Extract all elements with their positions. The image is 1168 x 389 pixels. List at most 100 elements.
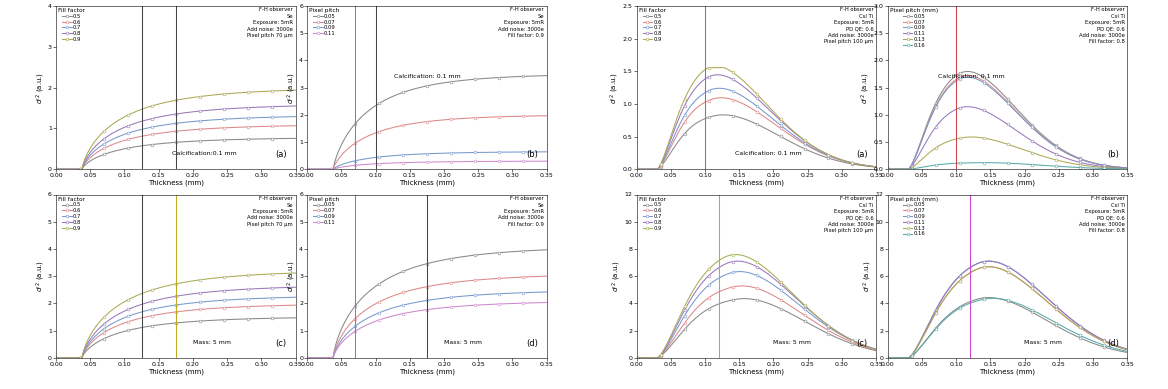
0.07 <box>1077 328 1091 333</box>
0.5 <box>288 315 303 320</box>
0.7 <box>179 120 193 124</box>
0.13 <box>982 265 996 269</box>
0.05 <box>1010 303 1024 307</box>
Text: Mass: 5 mm: Mass: 5 mm <box>444 340 482 345</box>
0.13 <box>996 140 1010 145</box>
0.09 <box>496 150 510 154</box>
Line: 0.5: 0.5 <box>55 316 297 359</box>
Line: 0.07: 0.07 <box>887 265 1128 359</box>
0.13 <box>1023 150 1037 154</box>
0.09 <box>496 291 510 296</box>
Line: 0.11: 0.11 <box>887 105 1128 171</box>
0.11 <box>1023 138 1037 142</box>
0.8 <box>288 285 303 289</box>
0.09 <box>1120 166 1134 170</box>
0.09 <box>300 167 314 172</box>
0.16 <box>1114 166 1128 171</box>
0.7 <box>179 301 193 306</box>
0.09 <box>1023 281 1037 286</box>
0.07 <box>416 285 430 290</box>
0.7 <box>192 300 206 305</box>
0.8 <box>731 259 745 263</box>
0.16 <box>1120 349 1134 354</box>
0.16 <box>1023 162 1037 167</box>
0.7 <box>869 165 883 169</box>
Text: Calcification: 0.1 mm: Calcification: 0.1 mm <box>938 74 1004 79</box>
0.9 <box>245 273 259 277</box>
0.9 <box>772 279 786 283</box>
0.16 <box>1120 166 1134 171</box>
Text: F-H observer
Se
Exposure: 5mR
Add noise: 3000e
Pixel pitch 70 μm: F-H observer Se Exposure: 5mR Add noise:… <box>248 196 293 227</box>
Legend: 0.5, 0.6, 0.7, 0.8, 0.9: 0.5, 0.6, 0.7, 0.8, 0.9 <box>57 7 85 42</box>
0.9 <box>245 89 259 94</box>
0.6 <box>826 331 840 335</box>
0.16 <box>995 161 1009 165</box>
Legend: 0.5, 0.6, 0.7, 0.8, 0.9: 0.5, 0.6, 0.7, 0.8, 0.9 <box>638 7 666 42</box>
Line: 0.05: 0.05 <box>887 70 1128 171</box>
Text: Mass: 5 mm: Mass: 5 mm <box>193 340 231 345</box>
0.16 <box>979 160 993 165</box>
0.05 <box>416 84 430 89</box>
0.5 <box>745 120 759 124</box>
0.8 <box>826 154 840 159</box>
0.11 <box>496 159 510 164</box>
0.16 <box>1077 335 1091 340</box>
0.7 <box>732 269 746 274</box>
0.11 <box>1120 347 1134 352</box>
0.07 <box>1120 166 1134 170</box>
Line: 0.11: 0.11 <box>887 260 1128 359</box>
0.16 <box>881 356 895 360</box>
0.11 <box>540 300 554 305</box>
0.8 <box>245 105 259 110</box>
Legend: 0.05, 0.07, 0.09, 0.11, 0.13, 0.16: 0.05, 0.07, 0.09, 0.11, 0.13, 0.16 <box>889 7 939 48</box>
0.07 <box>881 167 895 172</box>
Line: 0.13: 0.13 <box>887 265 1128 359</box>
0.05 <box>540 247 554 252</box>
0.07 <box>300 167 314 172</box>
0.09 <box>1077 158 1091 163</box>
X-axis label: Thickness (mm): Thickness (mm) <box>148 368 203 375</box>
Text: (b): (b) <box>1107 151 1119 159</box>
0.8 <box>283 285 297 290</box>
0.6 <box>863 164 877 168</box>
0.8 <box>745 91 759 96</box>
0.16 <box>1023 307 1037 312</box>
0.9 <box>630 356 644 360</box>
0.5 <box>630 356 644 360</box>
X-axis label: Thickness (mm): Thickness (mm) <box>148 180 203 186</box>
Text: Calcification: 0.1 mm: Calcification: 0.1 mm <box>735 151 801 156</box>
Text: Calcification:0.1 mm: Calcification:0.1 mm <box>172 151 237 156</box>
0.09 <box>1120 347 1134 352</box>
0.07 <box>881 356 895 360</box>
0.6 <box>869 165 883 169</box>
Line: 0.16: 0.16 <box>887 297 1128 359</box>
0.8 <box>179 110 193 115</box>
0.7 <box>283 114 297 119</box>
0.6 <box>772 125 786 130</box>
0.9 <box>49 167 63 172</box>
Y-axis label: $d'^2$ (a.u.): $d'^2$ (a.u.) <box>285 260 298 292</box>
0.11 <box>1114 166 1128 170</box>
0.13 <box>1120 166 1134 171</box>
0.13 <box>1077 328 1091 333</box>
Line: 0.8: 0.8 <box>55 286 297 359</box>
0.07 <box>996 268 1010 272</box>
0.05 <box>881 167 895 172</box>
0.13 <box>965 135 979 139</box>
0.11 <box>961 104 975 109</box>
0.16 <box>996 161 1010 165</box>
0.05 <box>1120 166 1134 170</box>
0.05 <box>996 297 1010 302</box>
0.09 <box>540 149 554 154</box>
0.11 <box>540 159 554 163</box>
Legend: 0.5, 0.6, 0.7, 0.8, 0.9: 0.5, 0.6, 0.7, 0.8, 0.9 <box>57 196 85 231</box>
0.5 <box>759 127 773 131</box>
Legend: 0.05, 0.07, 0.09, 0.11: 0.05, 0.07, 0.09, 0.11 <box>308 7 340 37</box>
0.09 <box>430 151 444 156</box>
0.09 <box>416 299 430 303</box>
0.16 <box>996 297 1010 302</box>
Line: 0.7: 0.7 <box>635 87 877 171</box>
0.7 <box>283 295 297 300</box>
0.5 <box>772 306 786 310</box>
0.5 <box>716 112 730 117</box>
